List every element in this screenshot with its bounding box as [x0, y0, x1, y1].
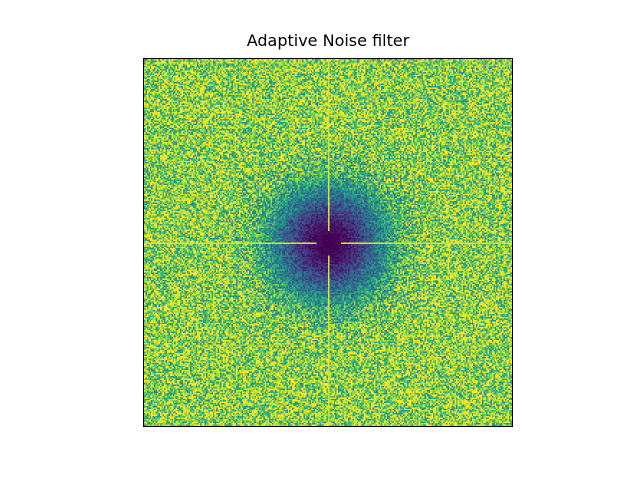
heatmap-image: [144, 59, 512, 426]
chart-title: Adaptive Noise filter: [246, 31, 410, 50]
plot-area: [143, 58, 513, 427]
